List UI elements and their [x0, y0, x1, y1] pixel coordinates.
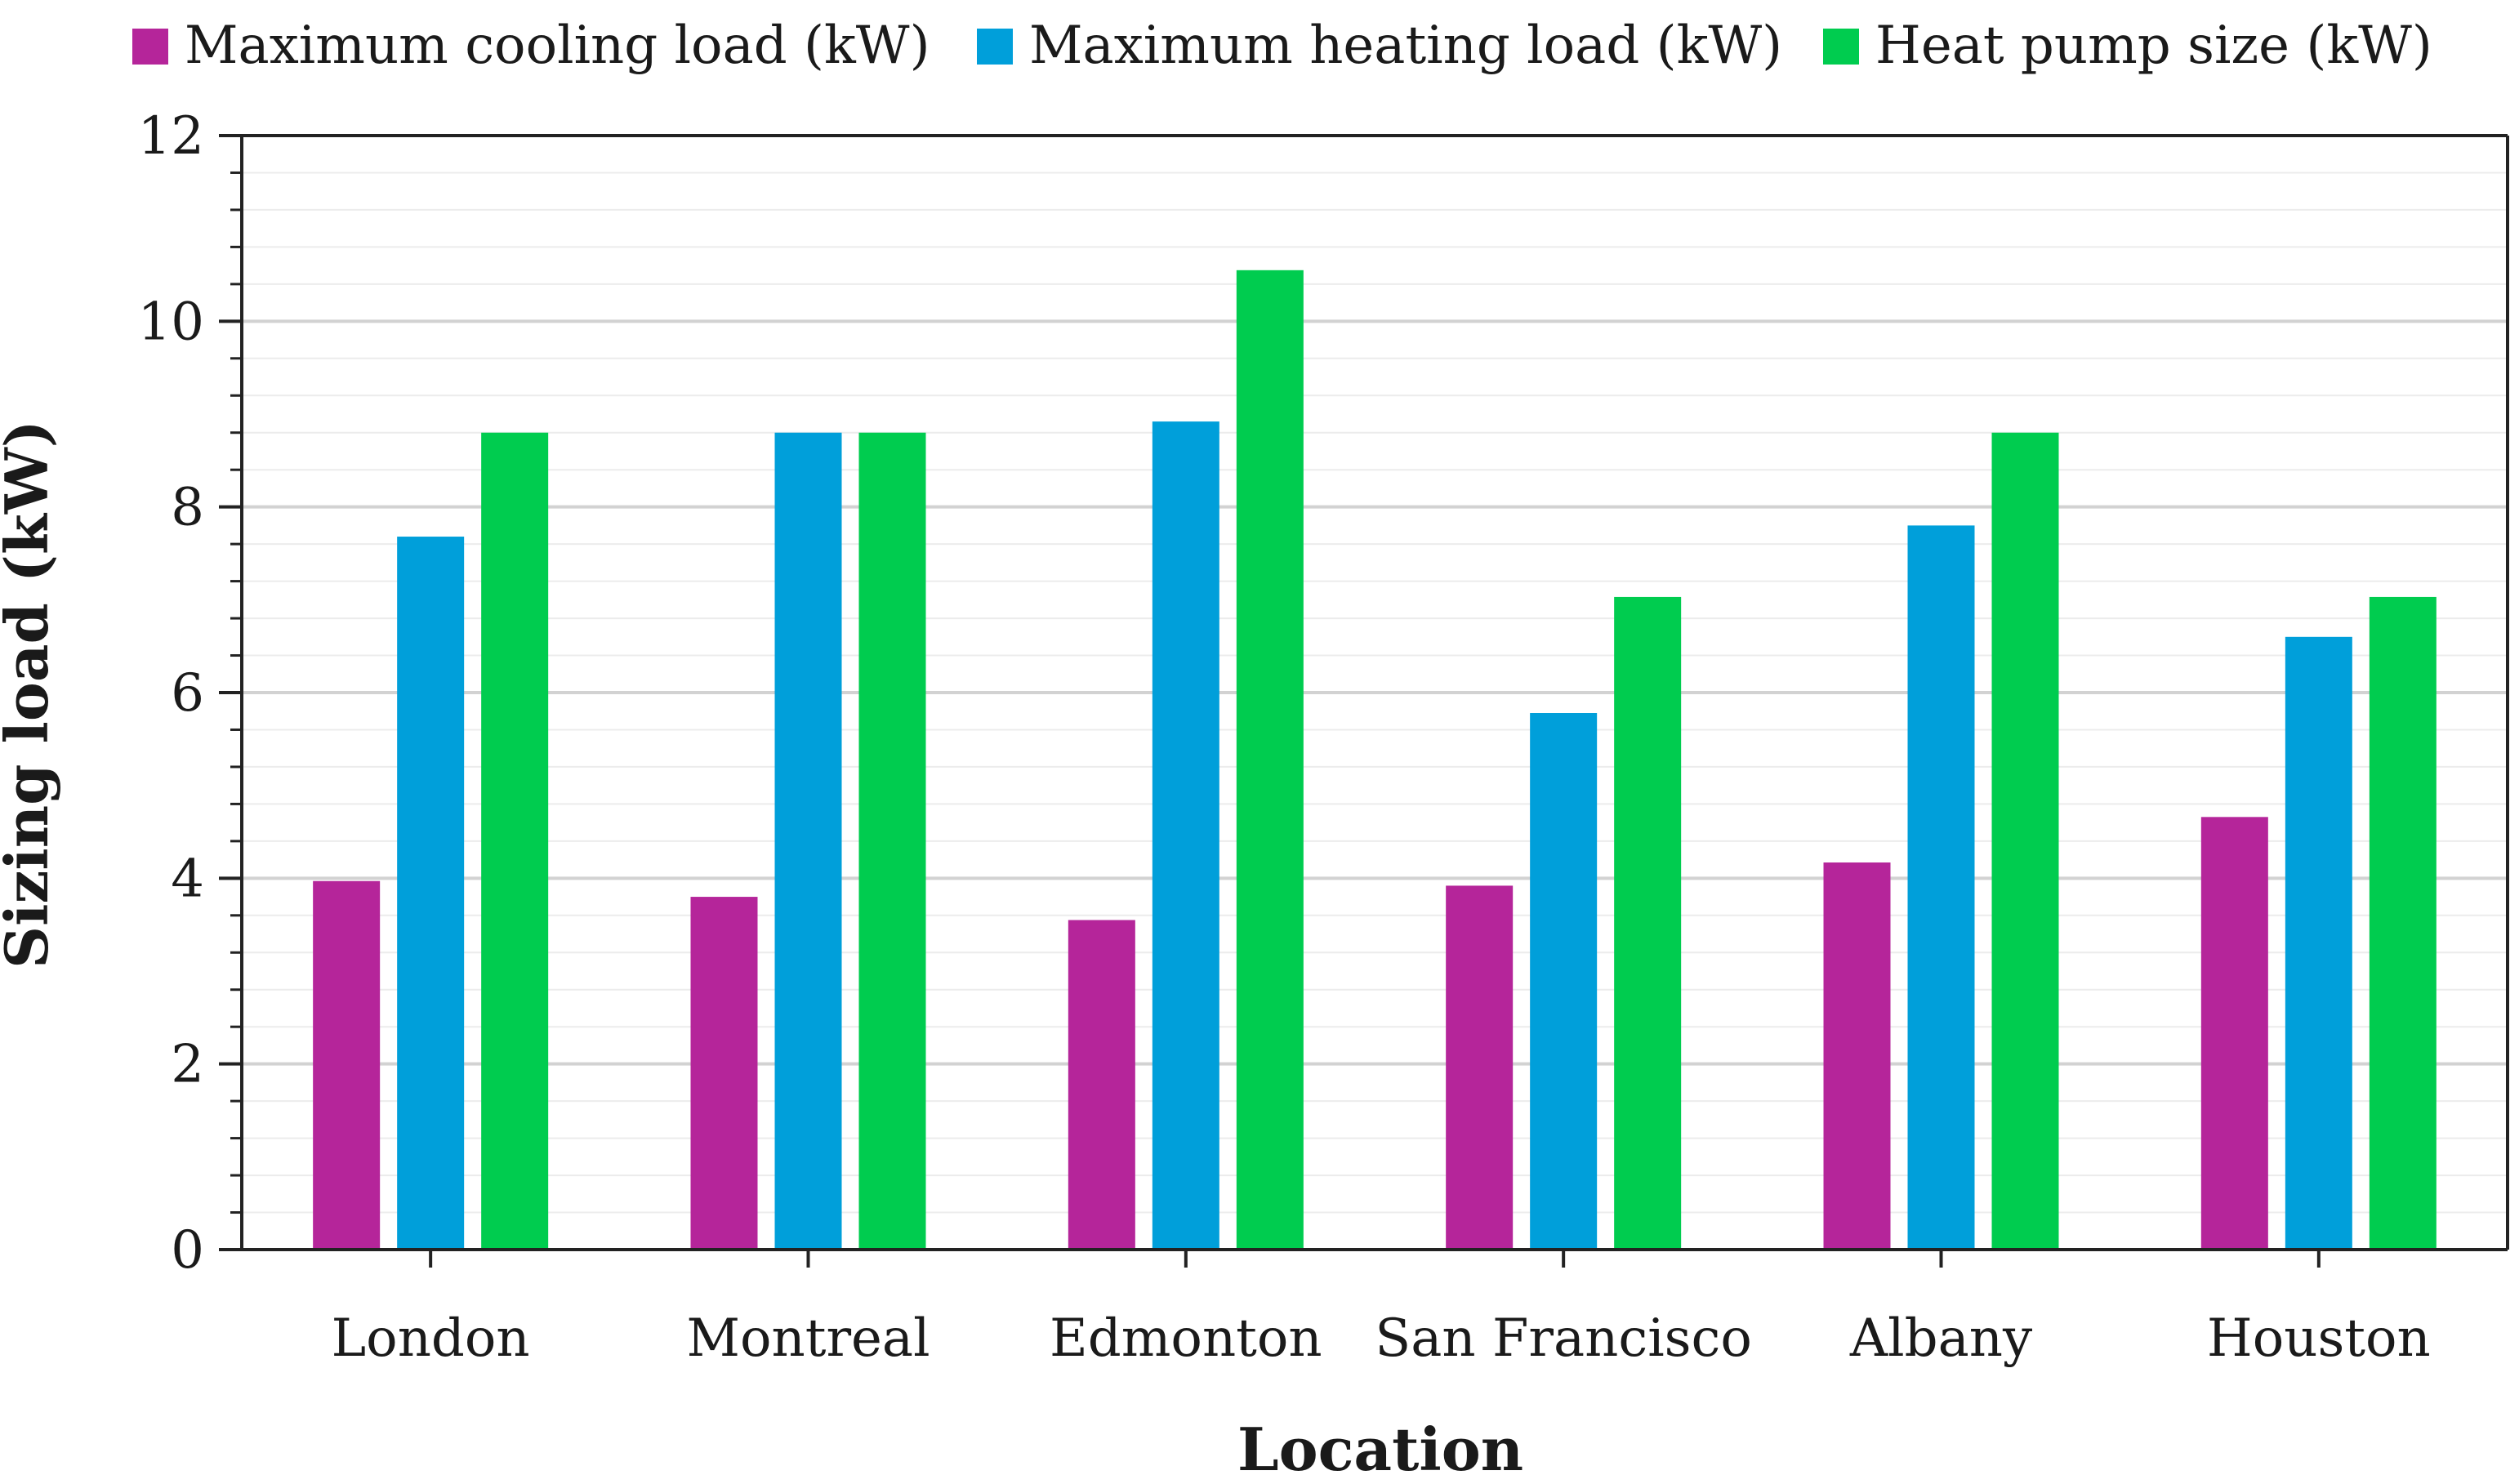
x-category-label: Montreal — [686, 1308, 930, 1369]
legend-label: Heat pump size (kW) — [1875, 16, 2432, 76]
bar-albany-2 — [1907, 525, 1975, 1250]
x-category-label: San Francisco — [1375, 1308, 1751, 1369]
axes — [219, 134, 2509, 1268]
bar-san-francisco-3 — [1614, 596, 1682, 1250]
x-category-label: Edmonton — [1050, 1308, 1322, 1369]
bar-houston-1 — [2200, 817, 2268, 1250]
legend-swatch — [977, 29, 1013, 65]
x-category-label: Houston — [2207, 1308, 2431, 1369]
y-tick-label: 0 — [171, 1220, 204, 1281]
legend-swatch — [1823, 29, 1859, 65]
y-tick-label: 8 — [171, 478, 204, 538]
x-categories: London Montreal Edmonton San Francisco Alban… — [332, 1308, 2431, 1369]
bar-albany-1 — [1823, 862, 1891, 1250]
legend-swatch — [132, 29, 168, 65]
bar-london-2 — [397, 537, 465, 1250]
bar-san-francisco-1 — [1446, 885, 1514, 1250]
bar-houston-3 — [2369, 596, 2437, 1250]
bar-montreal-2 — [774, 432, 842, 1250]
bar-montreal-3 — [858, 432, 926, 1250]
legend: Maximum cooling load (kW) Maximum heating… — [132, 16, 2432, 76]
bar-montreal-1 — [690, 897, 758, 1250]
bar-san-francisco-2 — [1530, 713, 1598, 1250]
bar-albany-3 — [1991, 432, 2059, 1250]
gridlines — [242, 172, 2508, 1214]
legend-label: Maximum cooling load (kW) — [185, 16, 930, 76]
x-axis-title: Location — [1237, 1415, 1523, 1484]
bar-london-3 — [481, 432, 549, 1250]
bar-london-1 — [313, 880, 381, 1250]
bars — [313, 270, 2437, 1250]
bar-edmonton-2 — [1152, 421, 1219, 1250]
y-ticks: 0 2 4 6 8 10 12 — [138, 106, 204, 1281]
bar-edmonton-1 — [1068, 920, 1135, 1250]
y-tick-label: 4 — [171, 849, 204, 909]
x-category-label: London — [332, 1308, 530, 1369]
bar-edmonton-3 — [1236, 270, 1304, 1250]
y-tick-label: 12 — [138, 106, 204, 167]
y-axis-title: Sizing load (kW) — [0, 420, 61, 969]
y-tick-label: 10 — [138, 292, 204, 352]
x-category-label: Albany — [1849, 1308, 2032, 1369]
y-tick-label: 2 — [171, 1035, 204, 1095]
legend-label: Maximum heating load (kW) — [1029, 16, 1782, 76]
bar-houston-2 — [2285, 636, 2352, 1250]
y-tick-label: 6 — [171, 663, 204, 724]
